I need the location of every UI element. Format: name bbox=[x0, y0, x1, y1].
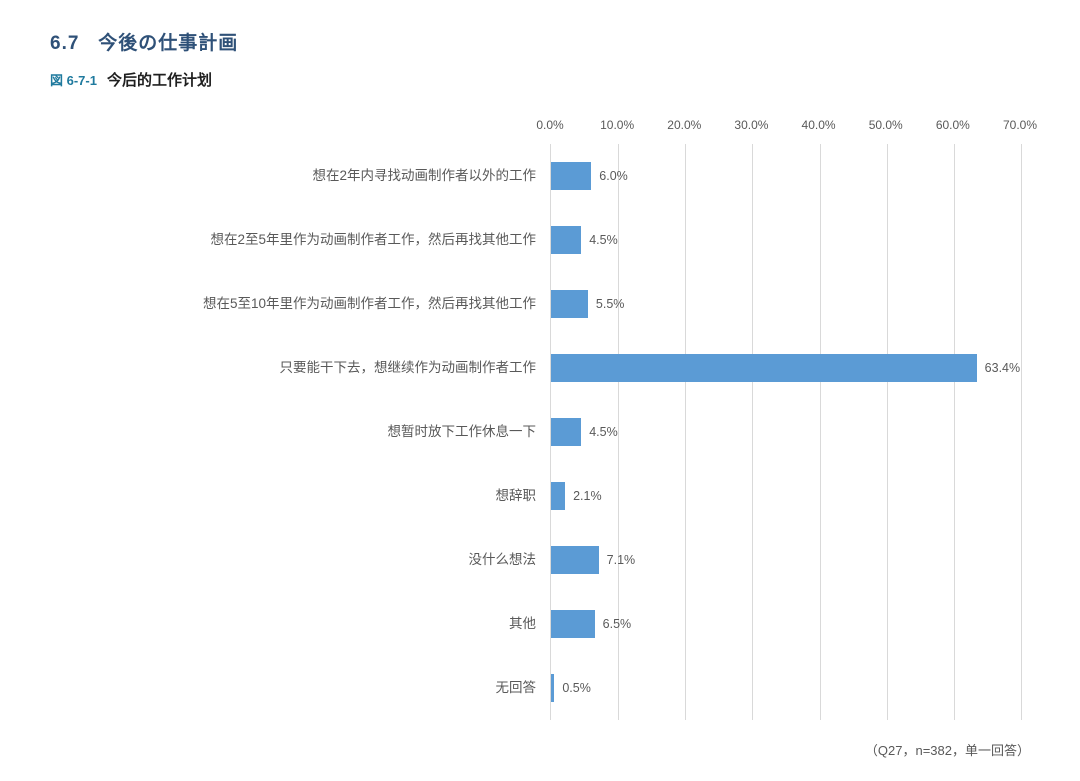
bar bbox=[551, 226, 581, 254]
bar bbox=[551, 354, 977, 382]
category-label: 想辞职 bbox=[60, 487, 550, 506]
x-tick-label: 10.0% bbox=[600, 118, 634, 132]
category-label: 想在2年内寻找动画制作者以外的工作 bbox=[60, 167, 550, 186]
bar-row: 4.5% bbox=[551, 400, 1020, 464]
x-tick-label: 50.0% bbox=[869, 118, 903, 132]
bar bbox=[551, 290, 588, 318]
category-label: 只要能干下去，想继续作为动画制作者工作 bbox=[60, 359, 550, 378]
section-number: 6.7 bbox=[50, 33, 79, 54]
x-tick-label: 70.0% bbox=[1003, 118, 1037, 132]
bar-row: 5.5% bbox=[551, 272, 1020, 336]
value-label: 2.1% bbox=[573, 489, 602, 503]
x-axis-ticks: 0.0%10.0%20.0%30.0%40.0%50.0%60.0%70.0% bbox=[550, 116, 1020, 144]
chart-footnote: （Q27，n=382，单一回答） bbox=[865, 740, 1030, 759]
gridline bbox=[1021, 144, 1022, 720]
bar-row: 7.1% bbox=[551, 528, 1020, 592]
category-label: 想暂时放下工作休息一下 bbox=[60, 423, 550, 442]
bar-row: 4.5% bbox=[551, 208, 1020, 272]
x-tick-label: 40.0% bbox=[802, 118, 836, 132]
x-tick-label: 0.0% bbox=[536, 118, 563, 132]
bar-row: 6.5% bbox=[551, 592, 1020, 656]
category-label: 无回答 bbox=[60, 679, 550, 698]
bar-row: 2.1% bbox=[551, 464, 1020, 528]
bar bbox=[551, 546, 599, 574]
bar-row: 63.4% bbox=[551, 336, 1020, 400]
category-label: 其他 bbox=[60, 615, 550, 634]
category-labels: 想在2年内寻找动画制作者以外的工作想在2至5年里作为动画制作者工作，然后再找其他… bbox=[60, 144, 550, 720]
category-label: 没什么想法 bbox=[60, 551, 550, 570]
x-tick-label: 60.0% bbox=[936, 118, 970, 132]
bar bbox=[551, 482, 565, 510]
section-heading: 6.7 今後の仕事計画 bbox=[50, 28, 1030, 55]
plot-area: 6.0% 4.5% 5.5% 63.4% 4.5% 2.1% 7.1% 6.5% 0.5% bbox=[550, 144, 1020, 720]
value-label: 0.5% bbox=[562, 681, 591, 695]
value-label: 5.5% bbox=[596, 297, 625, 311]
x-tick-label: 20.0% bbox=[667, 118, 701, 132]
value-label: 63.4% bbox=[985, 361, 1020, 375]
figure-caption-title: 今后的工作计划 bbox=[107, 69, 212, 90]
bar bbox=[551, 162, 591, 190]
category-label: 想在5至10年里作为动画制作者工作，然后再找其他工作 bbox=[60, 295, 550, 314]
bar-row: 6.0% bbox=[551, 144, 1020, 208]
value-label: 4.5% bbox=[589, 425, 618, 439]
value-label: 6.5% bbox=[603, 617, 632, 631]
figure-caption-prefix: 図 6-7-1 bbox=[50, 70, 97, 89]
bar bbox=[551, 610, 595, 638]
bar-chart: 想在2年内寻找动画制作者以外的工作想在2至5年里作为动画制作者工作，然后再找其他… bbox=[60, 116, 1020, 720]
value-label: 4.5% bbox=[589, 233, 618, 247]
bar bbox=[551, 418, 581, 446]
category-label: 想在2至5年里作为动画制作者工作，然后再找其他工作 bbox=[60, 231, 550, 250]
bar bbox=[551, 674, 554, 702]
figure-caption: 図 6-7-1 今后的工作计划 bbox=[50, 69, 1030, 90]
value-label: 7.1% bbox=[607, 553, 636, 567]
x-tick-label: 30.0% bbox=[734, 118, 768, 132]
value-label: 6.0% bbox=[599, 169, 628, 183]
bar-row: 0.5% bbox=[551, 656, 1020, 720]
section-title: 今後の仕事計画 bbox=[98, 33, 238, 54]
